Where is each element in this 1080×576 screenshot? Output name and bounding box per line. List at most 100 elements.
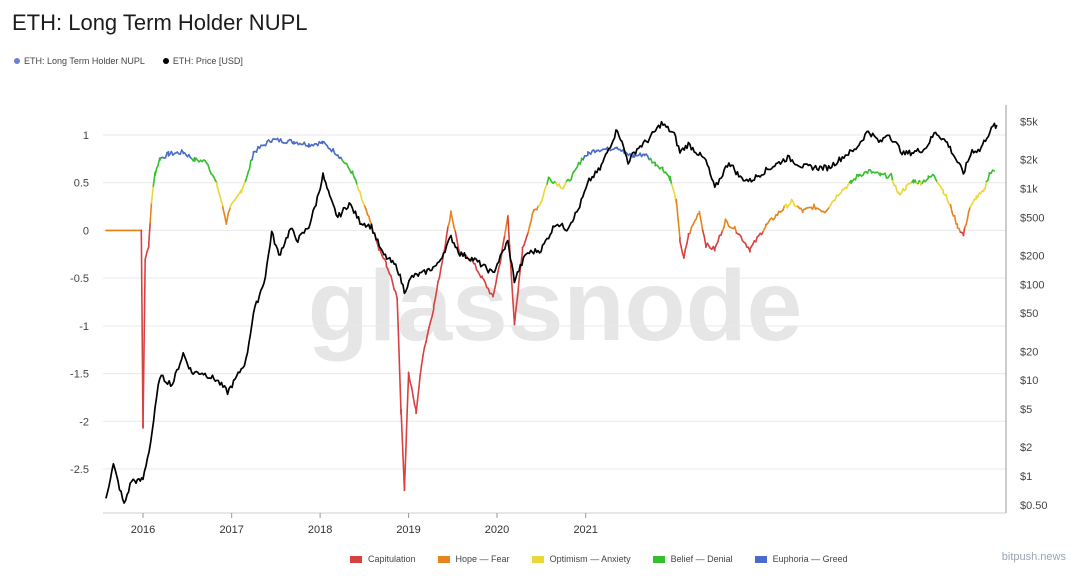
- nupl-segment: [967, 206, 972, 213]
- nupl-segment: [149, 201, 153, 224]
- nupl-segment: [425, 333, 429, 343]
- top-legend: ETH: Long Term Holder NUPL ETH: Price [U…: [14, 56, 243, 66]
- nupl-segment: [541, 191, 545, 200]
- nupl-segment: [530, 213, 534, 223]
- nupl-segment: [962, 226, 966, 237]
- nupl-segment: [497, 262, 501, 270]
- nupl-segment: [520, 250, 524, 266]
- nupl-segment: [332, 148, 336, 155]
- nupl-segment: [991, 169, 996, 172]
- x-tick-label: 2016: [131, 524, 155, 536]
- y-right-tick-label: $5: [1020, 404, 1032, 416]
- nupl-segment: [515, 294, 519, 310]
- nupl-segment: [546, 176, 550, 185]
- nupl-segment: [513, 307, 517, 326]
- nupl-segment: [398, 373, 402, 415]
- zone-label: Optimism — Anxiety: [549, 554, 631, 564]
- legend-item-nupl[interactable]: ETH: Long Term Holder NUPL: [14, 56, 145, 66]
- nupl-segment: [354, 178, 358, 186]
- nupl-segment: [499, 254, 503, 265]
- nupl-segment: [403, 450, 407, 490]
- nupl-segment: [148, 222, 151, 244]
- x-tick-label: 2018: [308, 524, 332, 536]
- nupl-segment: [454, 230, 458, 241]
- y-right-tick-label: $1: [1020, 471, 1032, 483]
- nupl-segment: [422, 346, 426, 357]
- nupl-segment: [680, 246, 684, 255]
- zone-swatch: [754, 555, 767, 563]
- nupl-segment: [356, 184, 360, 191]
- y-right-tick-label: $200: [1020, 251, 1044, 263]
- source-watermark: bitpush.news: [1001, 551, 1066, 563]
- x-tick-label: 2020: [485, 524, 509, 536]
- zone-legend: Capitulation Hope — Fear Optimism — Anxi…: [350, 554, 848, 564]
- nupl-segment: [394, 290, 398, 300]
- zone-label: Hope — Fear: [455, 554, 510, 564]
- x-tick-label: 2017: [219, 524, 243, 536]
- y-left-tick-label: 1: [83, 130, 89, 142]
- nupl-segment: [703, 235, 707, 247]
- nupl-segment: [570, 172, 574, 181]
- zone-capitulation[interactable]: Capitulation: [350, 554, 416, 564]
- x-tick-label: 2019: [396, 524, 420, 536]
- legend-item-price[interactable]: ETH: Price [USD]: [162, 56, 243, 66]
- nupl-segment: [391, 281, 395, 291]
- nupl-segment: [984, 180, 988, 190]
- nupl-segment: [834, 194, 838, 201]
- nupl-segment: [144, 251, 148, 261]
- zone-hope-fear[interactable]: Hope — Fear: [437, 554, 510, 564]
- nupl-segment: [679, 240, 683, 249]
- nupl-segment: [410, 386, 414, 397]
- nupl-segment: [444, 234, 448, 248]
- nupl-segment: [502, 234, 506, 245]
- nupl-segment: [507, 215, 511, 247]
- zone-optimism-anxiety[interactable]: Optimism — Anxiety: [531, 554, 631, 564]
- y-left-tick-label: -2: [79, 416, 89, 428]
- nupl-segment: [675, 198, 679, 221]
- nupl-segment: [670, 183, 674, 190]
- nupl-segment: [246, 171, 249, 178]
- nupl-segment: [164, 151, 168, 159]
- nupl-segment: [397, 334, 401, 376]
- zone-swatch: [437, 555, 450, 563]
- nupl-segment: [438, 267, 442, 279]
- nupl-segment: [891, 179, 895, 187]
- legend-dot-price: [162, 58, 169, 64]
- nupl-segment: [451, 218, 455, 228]
- nupl-segment: [524, 235, 528, 242]
- y-right-tick-label: $100: [1020, 279, 1044, 291]
- zone-euphoria-greed[interactable]: Euphoria — Greed: [754, 554, 848, 564]
- nupl-segment: [953, 214, 957, 225]
- nupl-segment: [516, 277, 521, 297]
- zone-swatch: [350, 555, 362, 563]
- nupl-segment: [527, 225, 531, 234]
- nupl-segment: [150, 185, 155, 204]
- nupl-segment: [453, 226, 457, 233]
- nupl-segment: [754, 236, 759, 243]
- nupl-segment: [416, 388, 420, 402]
- nupl-segment: [493, 282, 497, 292]
- y-right-tick-label: $0.50: [1020, 500, 1048, 512]
- y-left-tick-label: -2.5: [70, 464, 89, 476]
- nupl-segment: [146, 245, 150, 253]
- nupl-segment: [966, 210, 970, 220]
- nupl-segment: [419, 364, 423, 377]
- zone-belief-denial[interactable]: Belief — Denial: [652, 554, 733, 564]
- nupl-segment: [949, 203, 953, 213]
- nupl-segment: [217, 189, 221, 197]
- nupl-segment: [677, 218, 681, 239]
- nupl-segment: [207, 164, 211, 172]
- nupl-segment: [365, 208, 369, 216]
- nupl-segment: [396, 297, 400, 337]
- y-right-tick-label: $5k: [1020, 117, 1038, 129]
- nupl-segment: [484, 281, 488, 289]
- nupl-segment: [672, 188, 676, 196]
- nupl-segment: [248, 159, 252, 170]
- nupl-segment: [700, 219, 704, 231]
- legend-label-nupl: ETH: Long Term Holder NUPL: [24, 56, 145, 66]
- nupl-segment: [884, 172, 888, 179]
- y-left-tick-label: -0.5: [70, 273, 89, 285]
- y-right-tick-label: $500: [1020, 212, 1044, 224]
- nupl-segment: [415, 400, 419, 415]
- nupl-segment: [510, 271, 514, 300]
